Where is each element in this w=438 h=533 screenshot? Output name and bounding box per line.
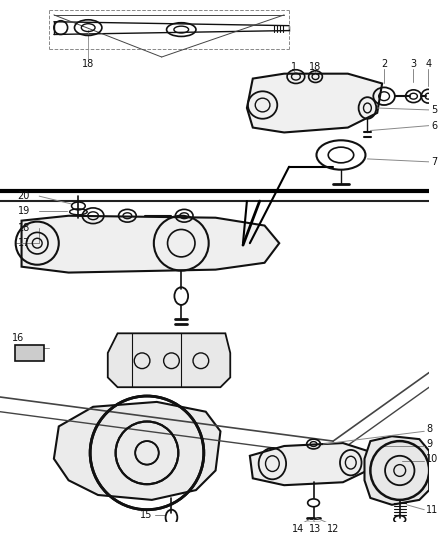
Text: 14: 14 — [292, 524, 304, 533]
Text: 18: 18 — [18, 222, 30, 232]
Text: 15: 15 — [139, 510, 152, 520]
Text: 12: 12 — [327, 524, 339, 533]
Polygon shape — [21, 216, 279, 272]
Text: 8: 8 — [426, 424, 432, 434]
Text: 4: 4 — [425, 59, 431, 69]
Text: 13: 13 — [309, 524, 321, 533]
Polygon shape — [364, 436, 429, 505]
Text: 10: 10 — [426, 454, 438, 464]
Text: 20: 20 — [18, 191, 30, 201]
Text: 9: 9 — [426, 439, 432, 449]
Polygon shape — [108, 333, 230, 387]
Polygon shape — [250, 443, 367, 485]
Text: 6: 6 — [431, 120, 437, 131]
Polygon shape — [54, 402, 220, 500]
Text: 3: 3 — [410, 59, 417, 69]
Text: 2: 2 — [381, 59, 387, 69]
Text: 1: 1 — [291, 62, 297, 72]
Polygon shape — [247, 74, 382, 133]
Text: 5: 5 — [431, 105, 438, 115]
Text: 17: 17 — [18, 238, 30, 248]
Text: 18: 18 — [82, 59, 94, 69]
Text: 19: 19 — [18, 206, 30, 216]
Text: 11: 11 — [426, 505, 438, 515]
Text: 18: 18 — [309, 62, 321, 72]
Text: 16: 16 — [12, 333, 24, 343]
Polygon shape — [15, 345, 44, 361]
Text: 7: 7 — [431, 157, 438, 167]
